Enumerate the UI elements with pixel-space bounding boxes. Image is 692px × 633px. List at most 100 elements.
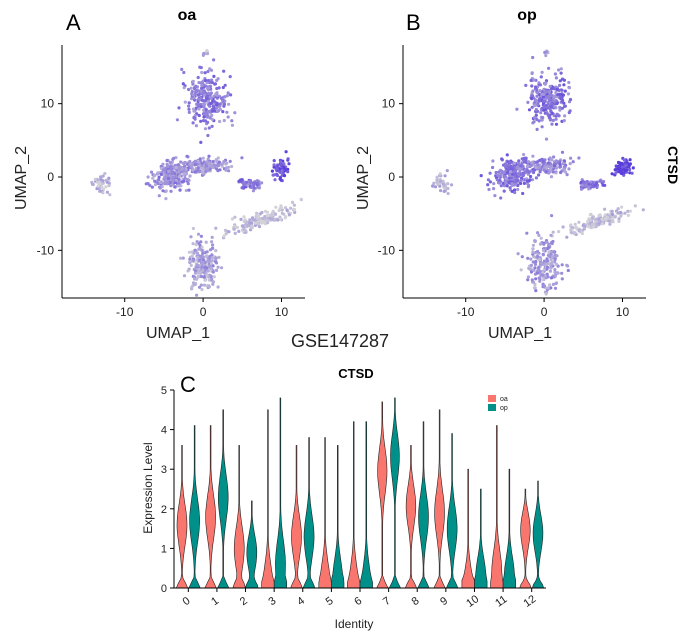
umap-point xyxy=(226,115,230,119)
umap-point xyxy=(515,107,519,111)
umap-point xyxy=(251,189,255,193)
umap-point xyxy=(187,104,191,108)
umap-point xyxy=(173,185,177,189)
umap-point xyxy=(614,164,618,168)
umap-point xyxy=(268,213,273,218)
umap-point xyxy=(159,180,163,184)
umap-point xyxy=(611,220,615,224)
umap-point xyxy=(580,183,584,187)
umap-point xyxy=(245,180,249,184)
umap-point xyxy=(553,286,558,290)
umap-point xyxy=(542,278,546,282)
umap-point xyxy=(204,240,208,244)
umap-point xyxy=(242,227,246,231)
umap-point xyxy=(488,180,492,184)
panel-letter-a: A xyxy=(66,10,81,35)
umap-point xyxy=(257,221,261,226)
umap-point xyxy=(195,251,200,255)
umap-point xyxy=(196,232,201,236)
umap-point xyxy=(277,208,281,213)
umap-point xyxy=(193,248,197,252)
umap-point xyxy=(211,243,215,247)
umap-point xyxy=(204,108,208,112)
umap-point xyxy=(214,261,219,265)
umap-point xyxy=(153,179,157,183)
violin-oa-1 xyxy=(204,425,217,589)
umap-point xyxy=(271,173,275,177)
umap-point xyxy=(290,200,295,204)
umap-point xyxy=(508,186,512,190)
umap-point xyxy=(187,101,191,105)
violin-title: CTSD xyxy=(338,366,373,381)
umap-point xyxy=(562,83,566,87)
umap-point xyxy=(574,225,578,229)
umap-point xyxy=(167,169,171,173)
umap-point xyxy=(544,262,548,266)
umap-point xyxy=(532,286,537,290)
umap-point xyxy=(519,178,523,182)
umap-point xyxy=(598,213,602,217)
umap-point xyxy=(435,175,439,179)
umap-point xyxy=(517,159,521,163)
umap-point xyxy=(203,71,207,75)
umap-point xyxy=(508,174,512,178)
umap-point xyxy=(533,282,537,287)
umap-point xyxy=(551,118,555,122)
umap-point xyxy=(561,225,565,229)
umap-point xyxy=(531,250,535,254)
umap-point xyxy=(583,224,587,228)
umap-point xyxy=(207,91,211,96)
umap-point xyxy=(210,78,214,82)
umap-point xyxy=(107,176,111,180)
violin-y-tick-label: 4 xyxy=(161,425,167,437)
umap-point xyxy=(542,168,547,172)
umap-point xyxy=(522,181,527,185)
umap-point xyxy=(211,282,215,286)
umap-point xyxy=(613,215,617,219)
umap-point xyxy=(554,166,559,170)
violin-x-tick-label: 4 xyxy=(295,595,307,608)
umap-point xyxy=(250,185,254,189)
umap-point xyxy=(442,183,446,187)
violin-legend: oa op xyxy=(488,395,508,412)
umap-point xyxy=(617,217,621,221)
umap-point xyxy=(153,183,158,187)
umap-point xyxy=(529,164,533,168)
umap-point xyxy=(543,165,547,169)
umap-point xyxy=(555,87,559,91)
umap-point xyxy=(198,65,202,69)
umap-point xyxy=(193,170,197,174)
umap-point xyxy=(182,274,187,278)
umap-point xyxy=(191,168,195,172)
umap-point xyxy=(201,102,206,106)
umap-point xyxy=(207,257,211,261)
umap-point xyxy=(211,104,215,109)
umap-point xyxy=(157,178,161,182)
umap-point xyxy=(195,263,199,267)
umap-point xyxy=(205,94,209,98)
umap-point xyxy=(177,106,181,110)
umap-point xyxy=(266,210,270,214)
umap-point xyxy=(163,182,167,186)
umap-point xyxy=(248,218,252,222)
violin-x-tick-label: 12 xyxy=(522,593,539,610)
umap-point xyxy=(230,123,234,127)
umap-point xyxy=(195,168,200,173)
umap-point xyxy=(435,180,439,184)
umap-point xyxy=(522,172,526,176)
violin-x-tick-label: 5 xyxy=(324,595,336,608)
umap-point xyxy=(521,164,525,168)
umap-point xyxy=(543,50,547,55)
umap-point xyxy=(446,182,450,186)
umap-point xyxy=(242,182,247,186)
umap-point xyxy=(222,102,227,106)
umap-point xyxy=(590,222,594,227)
umap-point xyxy=(151,176,155,180)
umap-point xyxy=(208,167,212,171)
umap-point xyxy=(591,216,595,220)
umap-cluster-top-small xyxy=(201,49,210,57)
violin-ylabel: Expression Level xyxy=(141,442,155,533)
umap-point xyxy=(499,196,503,200)
umap-point xyxy=(101,174,105,178)
